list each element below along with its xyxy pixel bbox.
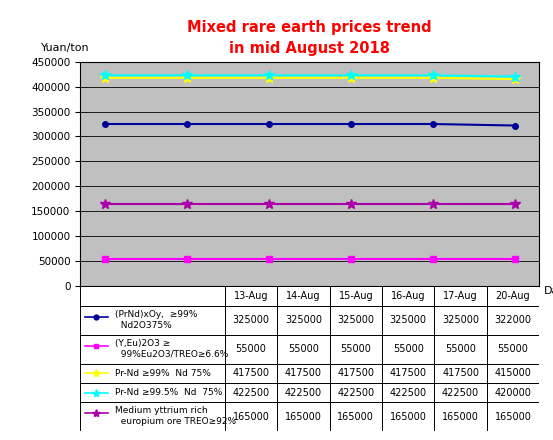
Text: 422500: 422500 <box>337 388 374 398</box>
Text: 55000: 55000 <box>393 344 424 354</box>
FancyBboxPatch shape <box>225 402 277 431</box>
FancyBboxPatch shape <box>382 363 434 383</box>
FancyBboxPatch shape <box>434 383 487 402</box>
FancyBboxPatch shape <box>330 306 382 334</box>
FancyBboxPatch shape <box>330 402 382 431</box>
Text: 16-Aug: 16-Aug <box>391 291 425 301</box>
Text: europium ore TREO≥92%: europium ore TREO≥92% <box>114 418 236 426</box>
Text: 165000: 165000 <box>442 412 479 422</box>
FancyBboxPatch shape <box>225 363 277 383</box>
Text: 55000: 55000 <box>340 344 371 354</box>
FancyBboxPatch shape <box>382 286 434 306</box>
FancyBboxPatch shape <box>487 334 539 363</box>
FancyBboxPatch shape <box>487 402 539 431</box>
FancyBboxPatch shape <box>277 402 330 431</box>
FancyBboxPatch shape <box>80 334 225 363</box>
FancyBboxPatch shape <box>382 383 434 402</box>
Text: 417500: 417500 <box>390 368 427 378</box>
Text: Medium yttrium rich: Medium yttrium rich <box>114 407 207 415</box>
Text: 55000: 55000 <box>288 344 319 354</box>
Text: 165000: 165000 <box>232 412 269 422</box>
Text: Mixed rare earth prices trend
in mid August 2018: Mixed rare earth prices trend in mid Aug… <box>187 20 432 56</box>
Text: 422500: 422500 <box>442 388 479 398</box>
Text: 325000: 325000 <box>337 315 374 325</box>
Text: 422500: 422500 <box>390 388 427 398</box>
FancyBboxPatch shape <box>487 306 539 334</box>
Text: 325000: 325000 <box>442 315 479 325</box>
Text: (PrNd)xOy,  ≥99%: (PrNd)xOy, ≥99% <box>114 310 197 319</box>
FancyBboxPatch shape <box>330 363 382 383</box>
FancyBboxPatch shape <box>434 306 487 334</box>
FancyBboxPatch shape <box>382 334 434 363</box>
Text: 420000: 420000 <box>494 388 531 398</box>
Text: Pr-Nd ≥99.5%  Nd  75%: Pr-Nd ≥99.5% Nd 75% <box>114 388 222 397</box>
Text: 15-Aug: 15-Aug <box>338 291 373 301</box>
FancyBboxPatch shape <box>277 286 330 306</box>
Text: 165000: 165000 <box>494 412 531 422</box>
FancyBboxPatch shape <box>434 334 487 363</box>
Text: Yuan/ton: Yuan/ton <box>41 43 90 53</box>
FancyBboxPatch shape <box>225 334 277 363</box>
Text: Nd2O375%: Nd2O375% <box>114 321 171 330</box>
Text: 55000: 55000 <box>498 344 529 354</box>
Text: 165000: 165000 <box>285 412 322 422</box>
Text: 422500: 422500 <box>285 388 322 398</box>
Text: 417500: 417500 <box>337 368 374 378</box>
Text: 322000: 322000 <box>494 315 531 325</box>
FancyBboxPatch shape <box>382 306 434 334</box>
Text: 55000: 55000 <box>445 344 476 354</box>
FancyBboxPatch shape <box>382 402 434 431</box>
Text: 417500: 417500 <box>285 368 322 378</box>
FancyBboxPatch shape <box>277 306 330 334</box>
FancyBboxPatch shape <box>225 286 277 306</box>
FancyBboxPatch shape <box>434 402 487 431</box>
Text: Pr-Nd ≥99%  Nd 75%: Pr-Nd ≥99% Nd 75% <box>114 369 211 378</box>
Text: 415000: 415000 <box>494 368 531 378</box>
FancyBboxPatch shape <box>80 363 225 383</box>
Text: 325000: 325000 <box>390 315 427 325</box>
Text: (Y,Eu)2O3 ≥: (Y,Eu)2O3 ≥ <box>114 339 170 348</box>
FancyBboxPatch shape <box>277 334 330 363</box>
FancyBboxPatch shape <box>487 383 539 402</box>
Text: 417500: 417500 <box>442 368 479 378</box>
FancyBboxPatch shape <box>330 334 382 363</box>
FancyBboxPatch shape <box>225 383 277 402</box>
Text: 20-Aug: 20-Aug <box>495 291 530 301</box>
FancyBboxPatch shape <box>434 363 487 383</box>
FancyBboxPatch shape <box>80 383 225 402</box>
FancyBboxPatch shape <box>277 383 330 402</box>
Text: 14-Aug: 14-Aug <box>286 291 321 301</box>
Text: 99%Eu2O3/TREO≥6.6%: 99%Eu2O3/TREO≥6.6% <box>114 350 228 359</box>
Text: 165000: 165000 <box>337 412 374 422</box>
FancyBboxPatch shape <box>330 383 382 402</box>
Text: Date: Date <box>544 286 553 296</box>
Text: 13-Aug: 13-Aug <box>234 291 268 301</box>
FancyBboxPatch shape <box>330 286 382 306</box>
FancyBboxPatch shape <box>80 306 225 334</box>
Text: 55000: 55000 <box>236 344 267 354</box>
FancyBboxPatch shape <box>80 286 225 306</box>
Text: 325000: 325000 <box>285 315 322 325</box>
FancyBboxPatch shape <box>277 363 330 383</box>
FancyBboxPatch shape <box>434 286 487 306</box>
Text: 325000: 325000 <box>232 315 269 325</box>
Text: 165000: 165000 <box>390 412 426 422</box>
FancyBboxPatch shape <box>487 286 539 306</box>
Text: 17-Aug: 17-Aug <box>444 291 478 301</box>
Text: 422500: 422500 <box>232 388 269 398</box>
FancyBboxPatch shape <box>487 363 539 383</box>
Text: 417500: 417500 <box>232 368 269 378</box>
FancyBboxPatch shape <box>80 402 225 431</box>
FancyBboxPatch shape <box>225 306 277 334</box>
